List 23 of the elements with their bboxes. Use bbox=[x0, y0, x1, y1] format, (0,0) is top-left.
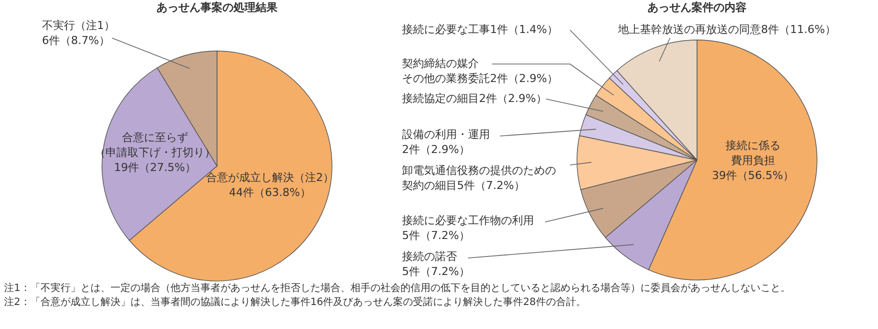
chart-title: あっせん事案の処理結果 bbox=[156, 1, 278, 14]
slice-label: 契約締結の媒介その他の業務委託2件（2.9%） bbox=[402, 57, 558, 85]
slice-label: 不実行（注1） bbox=[42, 19, 115, 32]
data-label: 44件（63.8%） bbox=[229, 186, 311, 199]
slice-label: 接続に係る費用負担 bbox=[726, 139, 780, 167]
data-label: 39件（56.5%） bbox=[712, 169, 794, 182]
slice-label: 合意が成立し解決（注2） bbox=[206, 171, 334, 184]
slice-label: 卸電気通信役務の提供のための契約の細目5件（7.2%） bbox=[402, 164, 556, 192]
slice-label: 設備の利用・運用 bbox=[402, 128, 490, 141]
slice-label: 接続の諾否 bbox=[402, 250, 457, 263]
slice-label: 接続協定の細目2件（2.9%） bbox=[402, 92, 547, 105]
data-label: 19件（27.5%） bbox=[114, 161, 196, 174]
slice-label: 地上基幹放送の再放送の同意8件（11.6%） bbox=[617, 23, 836, 36]
data-label: 2件（2.9%） bbox=[402, 143, 470, 156]
data-label: 5件（7.2%） bbox=[402, 265, 470, 278]
text: 注2：「合意が成立し解決」は、当事者間の協議により解決した事件16件及びあっせん案の受諾により解決した事件28件の合計。 bbox=[4, 296, 586, 308]
slice-label: 合意に至らず（申請取下げ・打切り） bbox=[94, 131, 216, 159]
data-label: 5件（7.2%） bbox=[402, 229, 470, 242]
chart-title: あっせん案件の内容 bbox=[648, 1, 746, 14]
text: 注1：「不実行」とは、一定の場合（他方当事者があっせんを拒否した場合、相手の社会的信用の低下を目的としていると認められる場合等）に委員会があっせんしないこと。 bbox=[4, 282, 790, 294]
slice-label: 接続に必要な工作物の利用 bbox=[402, 214, 534, 227]
slice-label: 接続に必要な工事1件（1.4%） bbox=[402, 23, 558, 36]
data-label: 6件（8.7%） bbox=[42, 34, 110, 47]
